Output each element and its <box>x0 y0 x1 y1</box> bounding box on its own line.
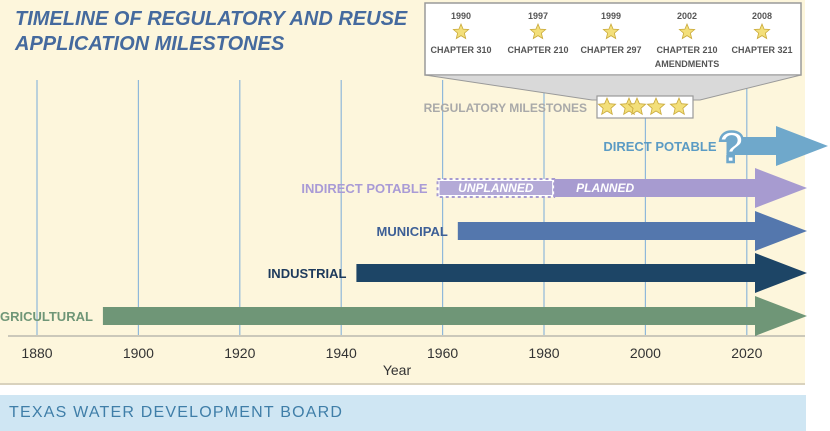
label-direct-potable: DIRECT POTABLE <box>603 139 716 154</box>
question-mark-icon: ? <box>718 123 745 172</box>
page-title: TIMELINE OF REGULATORY AND REUSE APPLICA… <box>15 7 407 57</box>
title-line-2: APPLICATION MILESTONES <box>15 33 285 55</box>
milestone-star-icon-2008 <box>753 22 771 40</box>
milestone-label-2008: CHAPTER 321 <box>731 45 792 55</box>
milestone-label-2002: CHAPTER 210 <box>656 45 717 55</box>
regulatory-milestones-box <box>596 95 694 119</box>
arrow-indirect-potable-unplanned-fill <box>439 181 553 195</box>
phase-label-unplanned: UNPLANNED <box>458 181 534 195</box>
footer-org-name: TEXAS WATER DEVELOPMENT BOARD <box>9 404 344 421</box>
phase-label-planned: PLANNED <box>576 181 634 195</box>
milestone-star-icon-1999 <box>602 22 620 40</box>
footer-banner: TEXAS WATER DEVELOPMENT BOARD <box>0 395 806 431</box>
label-municipal: MUNICIPAL <box>377 224 448 239</box>
tick-label-1960: 1960 <box>427 345 458 361</box>
milestone-year-1990: 1990 <box>451 11 471 21</box>
row-star-icon-2002 <box>646 96 666 116</box>
milestone-year-2008: 2008 <box>752 11 772 21</box>
milestone-label-1999: CHAPTER 297 <box>580 45 641 55</box>
arrow-agricultural <box>102 296 807 336</box>
arrow-indirect-potable-planned <box>554 168 807 208</box>
regulatory-milestones-label: REGULATORY MILESTONES <box>424 101 587 115</box>
arrow-industrial <box>356 253 807 293</box>
label-agricultural: AGRICULTURAL <box>0 309 93 324</box>
milestone-star-icon-2002 <box>678 22 696 40</box>
milestone-label-1990: CHAPTER 310 <box>430 45 491 55</box>
arrow-municipal <box>457 211 807 251</box>
milestones-panel-callout <box>424 74 802 101</box>
tick-label-1900: 1900 <box>123 345 154 361</box>
tick-label-2020: 2020 <box>731 345 762 361</box>
tick-label-1980: 1980 <box>528 345 559 361</box>
row-star-icon-2008 <box>669 96 689 116</box>
row-star-icon-1999 <box>627 96 647 116</box>
label-industrial: INDUSTRIAL <box>268 266 347 281</box>
label-indirect-potable: INDIRECT POTABLE <box>301 181 427 196</box>
milestone-star-icon-1990 <box>452 22 470 40</box>
arrow-direct-potable <box>726 126 828 166</box>
milestone-label2-2002: AMENDMENTS <box>655 59 720 69</box>
milestone-star-icon-1997 <box>529 22 547 40</box>
divider <box>0 383 805 385</box>
tick-label-2000: 2000 <box>630 345 661 361</box>
milestone-label-1997: CHAPTER 210 <box>507 45 568 55</box>
milestone-year-1997: 1997 <box>528 11 548 21</box>
milestone-year-2002: 2002 <box>677 11 697 21</box>
row-star-icon-1990 <box>597 96 617 116</box>
tick-label-1880: 1880 <box>21 345 52 361</box>
tick-label-1920: 1920 <box>224 345 255 361</box>
milestone-year-1999: 1999 <box>601 11 621 21</box>
x-axis-title: Year <box>383 362 412 378</box>
title-line-1: TIMELINE OF REGULATORY AND REUSE <box>15 8 408 30</box>
tick-label-1940: 1940 <box>326 345 357 361</box>
